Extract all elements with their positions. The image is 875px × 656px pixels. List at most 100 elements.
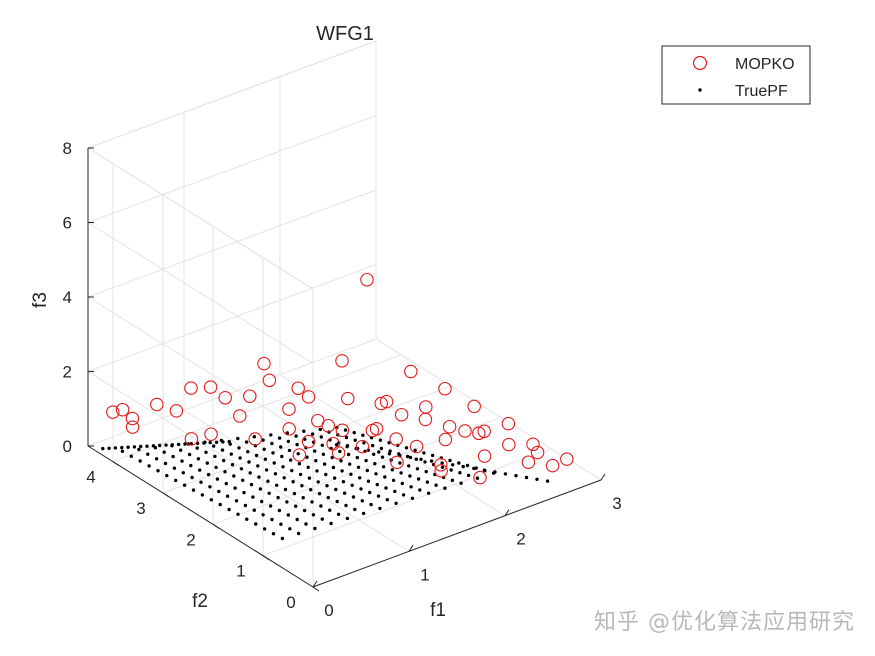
truepf-point	[434, 483, 438, 487]
truepf-point	[364, 458, 368, 463]
truepf-point	[256, 464, 260, 468]
truepf-point	[322, 462, 327, 466]
mopko-point	[331, 446, 346, 460]
mopko-point	[204, 427, 218, 441]
truepf-point	[353, 438, 357, 442]
legend: MOPKO TruePF	[661, 45, 811, 105]
truepf-point	[147, 464, 151, 468]
truepf-point	[440, 465, 445, 469]
truepf-point	[190, 475, 194, 480]
truepf-point	[313, 449, 317, 453]
mopko-point	[477, 424, 491, 439]
truepf-point	[398, 461, 402, 465]
mopko-point	[150, 397, 164, 412]
truepf-point	[241, 478, 245, 482]
truepf-point	[277, 436, 282, 440]
truepf-point	[503, 472, 508, 476]
truepf-point	[294, 434, 298, 438]
truepf-point	[271, 532, 276, 536]
y-tick-mark	[112, 461, 120, 467]
truepf-point	[224, 481, 228, 486]
truepf-point	[214, 465, 218, 470]
truepf-point	[408, 474, 412, 478]
mopko-point	[335, 354, 349, 368]
truepf-point	[283, 487, 288, 492]
truepf-point	[329, 521, 333, 526]
truepf-point	[276, 495, 280, 500]
truepf-point	[191, 488, 196, 492]
truepf-point	[384, 486, 388, 490]
truepf-point	[252, 508, 256, 512]
x-tick-mark	[600, 473, 606, 481]
mopko-point	[404, 364, 418, 379]
mopko-point	[434, 464, 448, 478]
truepf-point	[280, 536, 285, 541]
truepf-point	[214, 440, 219, 444]
truepf-point	[196, 457, 201, 461]
truepf-point	[288, 458, 293, 462]
mopko-point	[521, 455, 536, 469]
truepf-point	[242, 490, 246, 495]
truepf-point	[349, 472, 353, 476]
truepf-point	[198, 468, 202, 472]
truepf-point	[325, 484, 329, 488]
truepf-point	[268, 504, 273, 508]
mopko-point	[389, 432, 403, 446]
truepf-point	[209, 498, 213, 502]
mopko-point	[106, 405, 120, 419]
grid-line-floor-f2	[162, 385, 452, 494]
grid-line-wall-f3	[87, 189, 377, 298]
truepf-point	[204, 450, 208, 454]
truepf-point	[279, 445, 283, 449]
truepf-point	[238, 456, 242, 460]
truepf-point	[254, 453, 259, 458]
grid-line-wall-f3	[87, 222, 314, 364]
truepf-point	[317, 491, 322, 496]
truepf-point	[405, 454, 410, 459]
truepf-point	[351, 495, 356, 499]
truepf-point	[269, 433, 273, 437]
truepf-point	[176, 442, 181, 447]
truepf-point	[249, 482, 254, 487]
truepf-point	[394, 501, 398, 505]
truepf-point	[377, 450, 381, 454]
truepf-point	[335, 499, 339, 504]
mopko-point	[560, 452, 574, 466]
mopko-point	[467, 399, 481, 414]
truepf-point	[380, 455, 385, 459]
series-mopko	[106, 272, 574, 485]
truepf-point	[139, 444, 143, 449]
x-tick-mark	[408, 545, 414, 552]
legend-marker-mopko	[692, 55, 708, 71]
mopko-point	[438, 381, 452, 396]
truepf-point	[334, 487, 338, 492]
truepf-point	[260, 499, 264, 504]
truepf-point	[375, 482, 379, 487]
truepf-point	[296, 531, 301, 536]
truepf-point	[221, 440, 225, 444]
truepf-point	[212, 444, 216, 448]
truepf-point	[266, 479, 270, 483]
truepf-point	[401, 493, 406, 497]
x-tick-label: 0	[324, 601, 333, 620]
mopko-point	[125, 420, 140, 434]
truepf-point	[279, 522, 283, 526]
truepf-point	[145, 444, 149, 448]
mopko-point	[301, 390, 316, 404]
truepf-point	[344, 435, 349, 440]
truepf-point	[213, 454, 217, 459]
truepf-point	[378, 438, 383, 442]
truepf-point	[388, 449, 392, 453]
truepf-point	[316, 480, 320, 484]
truepf-point	[200, 493, 205, 497]
mopko-point	[233, 409, 247, 423]
truepf-point	[369, 502, 373, 507]
wall-edge	[87, 40, 377, 149]
grid-line-floor-f2	[112, 354, 402, 463]
truepf-point	[244, 440, 249, 444]
watermark: 知乎 @优化算法应用研究	[594, 610, 855, 635]
truepf-point	[334, 443, 339, 447]
truepf-point	[415, 467, 420, 471]
truepf-point	[254, 522, 258, 526]
